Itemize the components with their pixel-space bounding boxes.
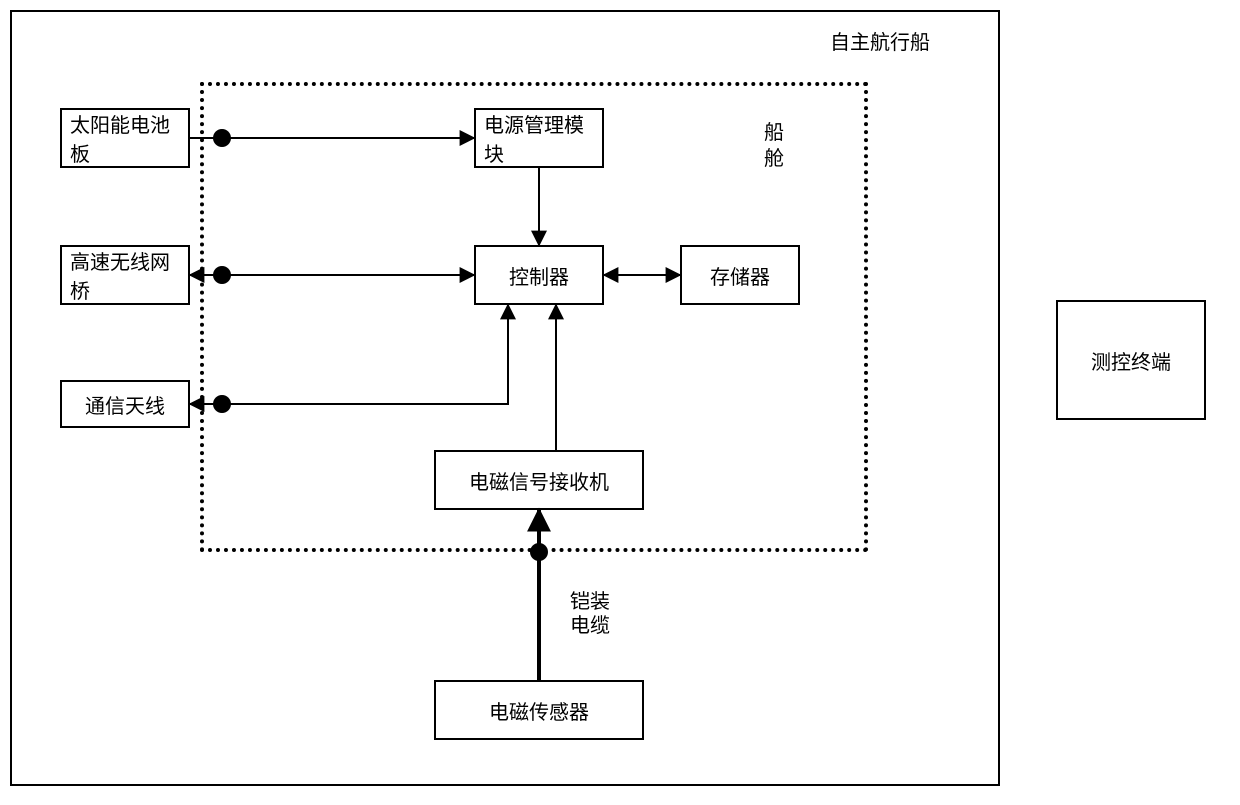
power-mgmt-box: 电源管理模块	[474, 108, 604, 168]
armored-cable-label: 铠装电缆	[566, 590, 614, 638]
em-receiver-label: 电磁信号接收机	[469, 466, 609, 495]
solar-panel-label: 太阳能电池板	[70, 109, 184, 167]
em-receiver-box: 电磁信号接收机	[434, 450, 644, 510]
antenna-label: 通信天线	[85, 390, 165, 419]
wifi-bridge-label: 高速无线网桥	[70, 246, 184, 304]
power-mgmt-label: 电源管理模块	[484, 109, 598, 167]
controller-label: 控制器	[509, 261, 569, 290]
em-sensor-box: 电磁传感器	[434, 680, 644, 740]
solar-panel-box: 太阳能电池板	[60, 108, 190, 168]
em-sensor-label: 电磁传感器	[489, 696, 589, 725]
storage-box: 存储器	[680, 245, 800, 305]
wifi-bridge-box: 高速无线网桥	[60, 245, 190, 305]
storage-label: 存储器	[710, 261, 770, 290]
antenna-box: 通信天线	[60, 380, 190, 428]
cabin-label: 船舱	[762, 120, 786, 172]
autonomous-ship-label: 自主航行船	[830, 26, 930, 55]
terminal-box: 测控终端	[1056, 300, 1206, 420]
terminal-label: 测控终端	[1091, 346, 1171, 375]
diagram-canvas: 自主航行船 船舱 太阳能电池板 电源管理模块 高速无线网桥 控制器 存储器 通信…	[0, 0, 1240, 805]
controller-box: 控制器	[474, 245, 604, 305]
